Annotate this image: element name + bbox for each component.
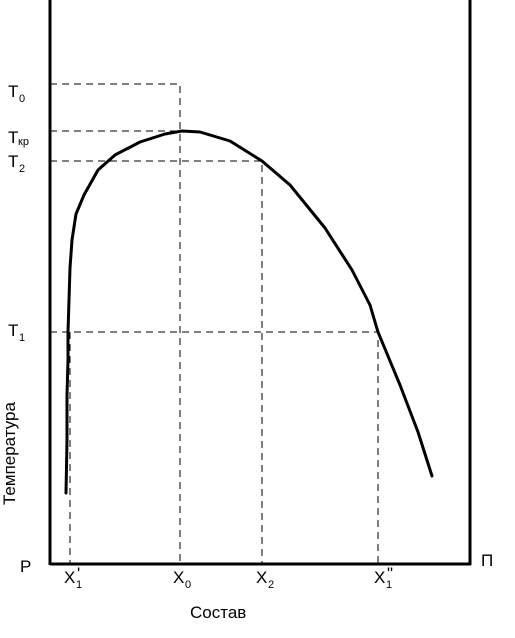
t2-label: T 2	[8, 152, 25, 175]
x0-label-sub: 0	[185, 579, 191, 591]
x1-double-prime-label-sup: "	[387, 564, 393, 583]
t0-label-main: T	[8, 82, 18, 101]
x2-label: X 2	[256, 568, 274, 591]
t1-label-main: T	[8, 321, 18, 340]
tkr-label: T кр	[8, 128, 29, 148]
t1-label-sub: 1	[19, 332, 25, 344]
t0-guide-line	[50, 83, 181, 564]
x1-prime-label-sub: 1	[76, 579, 82, 591]
pure-component-pi-label: П	[481, 551, 493, 570]
x-axis-title: Состав	[190, 603, 246, 622]
x1-double-prime-label-sub: 1	[386, 579, 392, 591]
pure-component-p-label: P	[20, 557, 31, 576]
x0-label: X 0	[173, 568, 191, 591]
t2-label-main: T	[8, 152, 18, 171]
t2-label-sub: 2	[19, 163, 25, 175]
t0-label-sub: 0	[19, 93, 25, 105]
x1-double-prime-label: X " 1	[374, 564, 393, 591]
t0-label: T 0	[8, 82, 25, 105]
x0-label-main: X	[173, 568, 184, 587]
x1-double-prime-label-main: X	[374, 568, 385, 587]
x1-prime-label-sup: '	[77, 564, 80, 583]
t1-label: T 1	[8, 321, 25, 344]
t1-guide-line	[50, 331, 379, 564]
t2-guide-line	[50, 160, 263, 564]
y-axis-title: Температура	[0, 401, 19, 505]
x1-prime-label: X ' 1	[64, 564, 82, 591]
tkr-label-sub: кр	[18, 136, 29, 148]
x2-label-main: X	[256, 568, 267, 587]
solubility-curve	[64, 129, 434, 495]
tkr-label-main: T	[8, 128, 18, 147]
x1-prime-label-main: X	[64, 568, 75, 587]
x2-label-sub: 2	[268, 579, 274, 591]
